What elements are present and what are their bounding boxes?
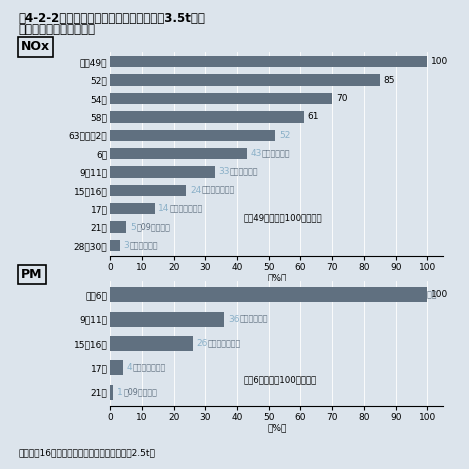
Text: 36: 36 [228,315,240,324]
Text: PM: PM [21,268,43,281]
Bar [110,336,193,351]
Text: （短期規制）: （短期規制） [262,149,290,158]
Text: 図4-2-2　ディーゼル重量車（車両総重量3.5t超）: 図4-2-2 ディーゼル重量車（車両総重量3.5t超） [19,12,205,25]
Text: 5: 5 [130,223,136,232]
Bar [110,311,224,327]
Text: （新短期規制）: （新短期規制） [208,339,241,348]
Text: （09年規制）: （09年規制） [136,223,170,232]
Text: （新長期規制）: （新長期規制） [133,363,166,372]
Text: 規制強化の推移: 規制強化の推移 [19,23,96,37]
Text: 85: 85 [384,76,395,84]
Bar [110,240,120,251]
Bar [110,385,113,400]
Bar [110,148,247,159]
Bar [110,203,155,214]
Bar [110,287,427,303]
Text: （09年規制）: （09年規制） [123,388,158,397]
Text: 70: 70 [336,94,348,103]
Text: （短期規制）: （短期規制） [408,290,437,299]
Bar [110,56,427,68]
Text: 24: 24 [190,186,201,195]
Bar [110,185,186,196]
Bar [110,129,275,141]
Text: （新長期規制）: （新長期規制） [169,204,203,213]
Text: 61: 61 [308,113,319,121]
Text: （長期規制）: （長期規制） [230,167,258,176]
Bar [110,75,380,86]
Text: （長期規制）: （長期規制） [239,315,268,324]
Text: 1: 1 [117,388,123,397]
Text: 注：平成16年まで重量車の区分は車両総重量2.5t超: 注：平成16年まで重量車の区分は車両総重量2.5t超 [19,448,156,457]
Text: 43: 43 [250,149,262,158]
Text: 100: 100 [431,290,448,299]
Text: 100: 100 [431,57,448,66]
Bar [110,111,303,122]
Text: 3: 3 [123,241,129,250]
X-axis label: （%）: （%） [267,273,287,282]
Text: 昭和49年の値を100とする。: 昭和49年の値を100とする。 [243,213,322,222]
Text: （新短期規制）: （新短期規制） [201,186,234,195]
Text: 26: 26 [197,339,208,348]
Text: 33: 33 [219,167,230,176]
Text: 4: 4 [127,363,132,372]
Text: （挑戦目標）: （挑戦目標） [130,241,159,250]
Text: NOx: NOx [21,40,50,53]
Text: 52: 52 [279,131,290,140]
Bar [110,93,332,104]
Bar [110,166,215,178]
Text: 14: 14 [159,204,170,213]
Text: 平成6年の値を100とする。: 平成6年の値を100とする。 [243,376,317,385]
Bar [110,221,126,233]
X-axis label: （%）: （%） [267,423,287,432]
Bar [110,360,123,376]
